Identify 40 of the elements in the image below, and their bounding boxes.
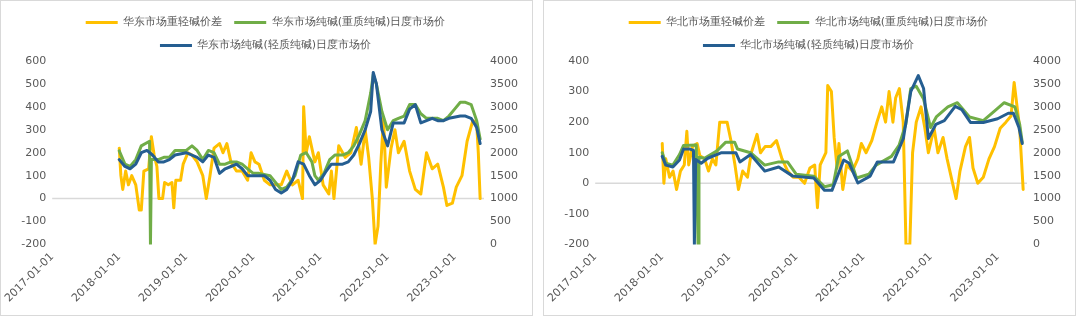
y-tick-label: -100: [21, 214, 47, 228]
legend-label: 华东市场重轻碱价差: [123, 15, 223, 29]
y2-tick-label: 1000: [490, 191, 519, 205]
y2-tick-label: 2000: [490, 145, 519, 159]
y-tick-label: 400: [25, 99, 47, 113]
y-tick-label: -200: [564, 237, 590, 251]
y-tick-label: 500: [25, 76, 47, 90]
y2-tick-label: 3000: [1033, 99, 1062, 113]
legend-label: 华东市场纯碱(轻质纯碱)日度市场价: [197, 38, 372, 52]
legend-label: 华东市场纯碱(重质纯碱)日度市场价: [271, 15, 446, 29]
y2-tick-label: 0: [1033, 237, 1041, 251]
y2-tick-label: 4000: [490, 53, 519, 67]
y2-tick-label: 3500: [490, 76, 519, 90]
y-tick-label: 100: [568, 145, 590, 159]
y2-tick-label: 500: [1033, 214, 1055, 228]
y-tick-label: 300: [568, 84, 590, 98]
y2-tick-label: 500: [490, 214, 512, 228]
y-tick-label: 200: [568, 115, 590, 129]
y-tick-label: 400: [568, 53, 590, 67]
y-tick-label: 600: [25, 53, 47, 67]
y2-tick-label: 2500: [1033, 122, 1062, 136]
y-tick-label: -200: [21, 237, 47, 251]
y-tick-label: 300: [25, 122, 47, 136]
y-tick-label: 100: [25, 168, 47, 182]
y2-tick-label: 4000: [1033, 53, 1062, 67]
y2-tick-label: 0: [490, 237, 498, 251]
legend-label: 华北市场重轻碱价差: [666, 15, 766, 29]
y-tick-label: 0: [39, 191, 47, 205]
y2-tick-label: 2500: [490, 122, 519, 136]
legend-label: 华北市场纯碱(重质纯碱)日度市场价: [814, 15, 989, 29]
y-tick-label: -100: [564, 206, 590, 220]
y2-tick-label: 2000: [1033, 145, 1062, 159]
y2-tick-label: 1500: [490, 168, 519, 182]
y2-tick-label: 1500: [1033, 168, 1062, 182]
y-tick-label: 0: [582, 176, 590, 190]
y2-tick-label: 1000: [1033, 191, 1062, 205]
y2-tick-label: 3000: [490, 99, 519, 113]
y-tick-label: 200: [25, 145, 47, 159]
legend-label: 华北市场纯碱(轻质纯碱)日度市场价: [740, 38, 915, 52]
y2-tick-label: 3500: [1033, 76, 1062, 90]
